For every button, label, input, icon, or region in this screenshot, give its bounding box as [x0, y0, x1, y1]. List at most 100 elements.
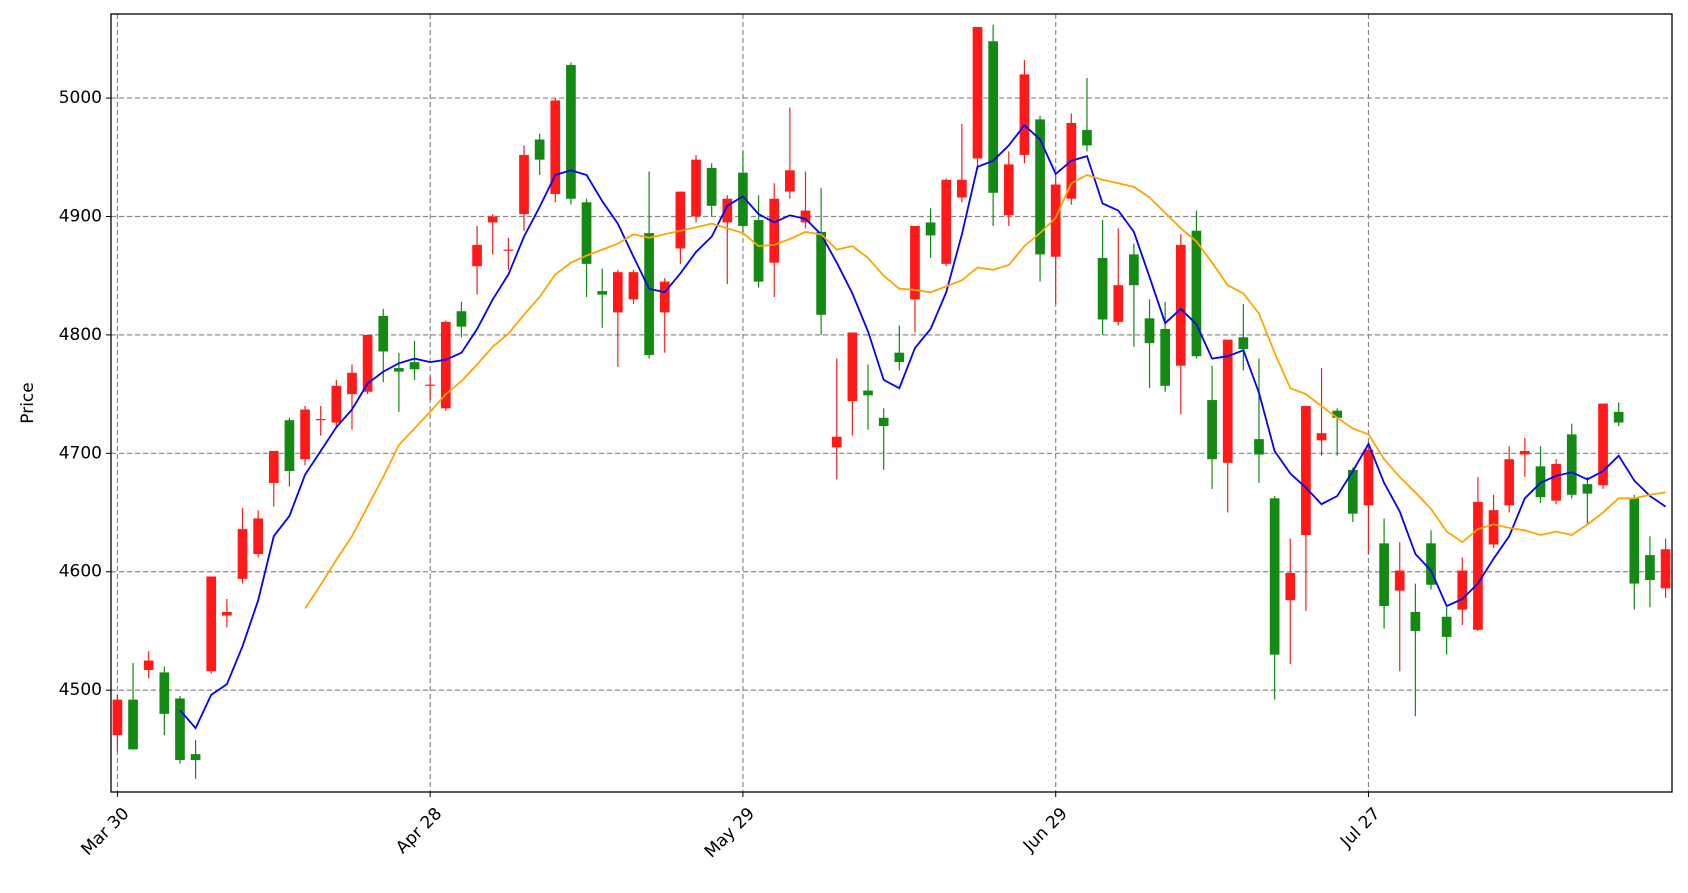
candle-body — [456, 311, 467, 327]
candle-body — [1050, 184, 1061, 257]
candle-body — [378, 315, 389, 352]
candle-body — [425, 384, 436, 386]
candle-body — [159, 672, 170, 714]
candle-body — [190, 754, 201, 761]
y-tick-label: 5000 — [59, 88, 102, 108]
candle-body — [957, 179, 967, 198]
y-tick-label: 4800 — [59, 325, 102, 345]
candle-body — [863, 390, 873, 396]
candle-body — [597, 291, 608, 295]
candle-body — [268, 450, 279, 483]
candle-body — [1191, 230, 1202, 357]
candle-body — [1347, 469, 1358, 514]
candle-body — [1175, 244, 1186, 366]
candle-body — [519, 154, 529, 215]
candle-body — [581, 202, 592, 264]
candle-body — [253, 518, 264, 554]
candle-body — [1551, 463, 1561, 501]
candle-body — [878, 417, 889, 427]
candle-body — [1504, 459, 1515, 506]
candle-body — [394, 368, 404, 372]
candle-body — [440, 321, 451, 409]
candle-body — [1441, 616, 1452, 637]
candle-body — [1582, 484, 1593, 494]
candle-body — [941, 179, 952, 264]
candle-body — [1144, 318, 1155, 344]
candle-body — [347, 372, 357, 395]
candle-body — [910, 225, 920, 300]
moving-average-line — [304, 174, 1666, 609]
candle-body — [534, 139, 545, 160]
candle-body — [628, 272, 639, 300]
candle-body — [722, 198, 733, 223]
candle-body — [1003, 164, 1014, 216]
candle-body — [1598, 403, 1608, 486]
candle-body — [487, 216, 498, 223]
candle-body — [1269, 498, 1280, 655]
x-tick-label: Mar 30 — [77, 804, 133, 860]
candle-body — [706, 167, 717, 206]
candle-body — [738, 172, 748, 226]
candle-body — [659, 281, 670, 313]
candle-body — [1410, 612, 1421, 631]
candle-body — [1035, 119, 1045, 255]
candle-body — [315, 418, 326, 421]
candle-body — [409, 362, 420, 370]
candle-body — [1019, 74, 1030, 155]
candle-body — [1097, 257, 1108, 320]
y-tick-label: 4900 — [59, 206, 102, 226]
candle-body — [753, 220, 764, 282]
candle-body — [1566, 434, 1577, 495]
candle-body — [644, 233, 654, 356]
candle-body — [1426, 543, 1436, 585]
candle-body — [612, 272, 623, 313]
y-tick-label: 4500 — [59, 680, 102, 700]
candle-body — [1535, 466, 1546, 498]
candle-body — [237, 529, 248, 579]
candle-body — [785, 170, 795, 192]
candle-body — [769, 198, 780, 263]
plot-frame — [110, 13, 1673, 793]
candle-body — [894, 352, 905, 363]
candle-body — [222, 612, 232, 616]
candle-body — [472, 244, 482, 267]
x-tick-label: May 29 — [701, 804, 759, 862]
candle-body — [1222, 339, 1233, 463]
y-axis-label: Price — [18, 382, 38, 423]
candle-body — [300, 409, 310, 460]
candle-body — [1316, 433, 1327, 441]
candle-body — [1129, 254, 1139, 286]
moving-average-line — [179, 123, 1667, 730]
candle-body — [1488, 510, 1499, 545]
x-tick-label: Jun 29 — [1019, 804, 1072, 857]
y-tick-label: 4600 — [59, 562, 102, 582]
candle-body — [925, 222, 936, 236]
candle-body — [1207, 400, 1217, 460]
candle-body — [800, 210, 811, 223]
candle-body — [143, 660, 154, 671]
candle-body — [1613, 411, 1624, 423]
candle-body — [206, 576, 217, 672]
candle-body — [1660, 549, 1671, 589]
candle-body — [1332, 410, 1343, 418]
y-tick-label: 4700 — [59, 443, 102, 463]
candle-body — [1645, 555, 1655, 581]
candle-body — [1254, 439, 1264, 455]
candle-body — [1113, 285, 1124, 322]
candle-body — [1082, 130, 1092, 146]
x-tick-label: Jul 27 — [1336, 804, 1384, 852]
candle-body — [1629, 498, 1640, 584]
candle-body — [1394, 570, 1405, 591]
candle-body — [675, 191, 686, 249]
candle-body — [1160, 328, 1171, 386]
candle-body — [988, 41, 998, 193]
candle-body — [331, 385, 342, 423]
candle-body — [847, 332, 858, 402]
candle-body — [550, 100, 561, 194]
candle-body — [175, 698, 185, 761]
candle-body — [1285, 572, 1296, 601]
candle-body — [691, 159, 701, 217]
candle-body — [128, 699, 138, 750]
